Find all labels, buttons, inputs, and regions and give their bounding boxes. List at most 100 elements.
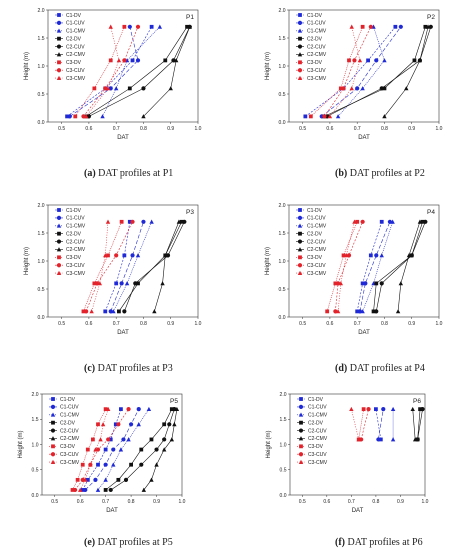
data-point (174, 406, 180, 412)
series-line (310, 26, 363, 117)
legend-marker (298, 412, 304, 417)
data-point (163, 253, 168, 258)
legend-marker (51, 420, 55, 425)
data-point (113, 86, 119, 91)
data-point (355, 219, 360, 224)
chart-svg: 0.5 0.6 0.7 0.8 0.9 1.0 0.0 0.5 1.0 1.5 2.0 DAT Heig… (266, 392, 429, 514)
data-point (88, 462, 93, 467)
series-line (358, 409, 364, 440)
legend-entry: C1-CMV (60, 413, 80, 419)
series-c1-dv (355, 219, 384, 314)
data-point (349, 406, 354, 412)
series-c1-cuv (319, 24, 403, 119)
data-point (161, 447, 167, 452)
data-point (371, 309, 376, 314)
legend-entry: C3-DV (66, 255, 82, 261)
series-c2-cmv (395, 219, 423, 314)
data-point (119, 219, 124, 224)
data-point (96, 462, 100, 467)
series-line (412, 409, 416, 440)
caption-letter: (e) (84, 537, 96, 548)
x-tick-label: 0.9 (408, 126, 415, 132)
y-tick-label: 0.5 (279, 92, 286, 98)
legend-marker (297, 44, 303, 49)
legend-entry: C1-DV (66, 13, 82, 19)
y-axis-label: Height (m) (24, 247, 30, 275)
data-point (347, 58, 351, 63)
data-point (116, 477, 121, 482)
data-point (162, 422, 167, 427)
series-c1-cmv (95, 406, 152, 492)
legend-marker (51, 397, 55, 401)
data-point (139, 447, 144, 452)
data-point (355, 309, 360, 314)
data-point (122, 253, 127, 258)
series-line (417, 409, 423, 440)
x-tick-label: 0.7 (354, 126, 361, 132)
data-point (75, 477, 80, 482)
y-axis-label: Height (m) (18, 430, 24, 458)
data-point (83, 477, 88, 482)
series-c1-cuv (108, 219, 146, 314)
legend-entry: C3-CUV (66, 68, 85, 74)
legend-entry: C2-CUV (66, 44, 85, 50)
legend-entry: C3-DV (307, 60, 323, 66)
data-point (167, 422, 172, 427)
data-point (374, 407, 378, 412)
data-point (67, 114, 72, 119)
data-point (322, 114, 327, 119)
chart-panel-p5: 0.5 0.6 0.7 0.8 0.9 1.0 0.0 0.5 1.0 1.5 2.0 DAT Heig… (0, 385, 215, 530)
series-c2-dv (415, 407, 422, 442)
legend-entry: C1-CMV (308, 413, 328, 419)
data-point (106, 437, 111, 442)
data-point (117, 309, 121, 314)
data-point (390, 406, 396, 412)
data-point (341, 253, 346, 258)
y-tick-label: 1.5 (38, 36, 45, 42)
series-line (375, 221, 426, 312)
data-point (360, 86, 365, 91)
legend-entry: C3-CMV (66, 76, 86, 82)
x-tick-label: 0.5 (299, 499, 306, 505)
legend-marker (298, 60, 302, 65)
legend-marker (297, 270, 303, 276)
data-point (133, 281, 138, 286)
legend-marker (56, 44, 62, 49)
x-tick-label: 0.7 (348, 499, 355, 505)
legend-entry: C1-CMV (307, 224, 327, 230)
series-line (110, 221, 144, 312)
x-tick-label: 0.9 (153, 499, 160, 505)
data-point (374, 309, 379, 314)
data-point (379, 86, 384, 91)
legend-marker (297, 215, 303, 220)
data-point (113, 422, 118, 427)
data-point (341, 86, 346, 91)
y-tick-label: 0.0 (279, 315, 286, 321)
data-point (108, 437, 113, 442)
series-c2-cmv (382, 24, 431, 119)
data-point (412, 437, 418, 442)
y-tick-label: 1.0 (38, 259, 45, 265)
data-point (398, 281, 404, 286)
panel-label: P2 (427, 14, 435, 21)
y-tick-label: 0.0 (279, 120, 286, 126)
series-c2-cuv (108, 407, 177, 493)
legend-marker (298, 428, 304, 433)
data-point (187, 24, 193, 29)
data-point (374, 58, 379, 63)
x-axis-label: DAT (352, 508, 364, 514)
series-line (356, 221, 383, 312)
data-point (179, 219, 184, 224)
x-tick-label: 1.0 (179, 499, 186, 505)
series-line (384, 26, 429, 117)
series-line (327, 26, 432, 117)
data-point (325, 309, 330, 314)
x-tick-label: 0.9 (408, 321, 415, 327)
legend-entry: C3-CMV (60, 460, 80, 466)
chart-panel-p4: 0.5 0.6 0.7 0.8 0.9 1.0 0.0 0.5 1.0 1.5 2.0 DAT Heig… (240, 195, 449, 355)
legend-entry: C2-DV (66, 36, 82, 42)
series-line (102, 26, 161, 117)
